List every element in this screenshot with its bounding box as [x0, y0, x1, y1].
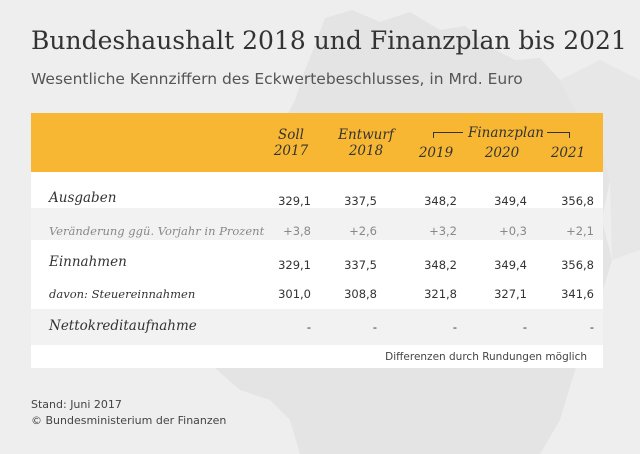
header-year-2019: 2019 [418, 145, 454, 161]
header-soll-year: 2017 [273, 143, 309, 159]
row-label-nettokreditaufnahme: Nettokreditaufnahme [49, 318, 197, 334]
table-cell: +3,8 [283, 224, 311, 238]
finanzplan-bracket-line [433, 132, 463, 133]
header-soll-label: Soll [277, 127, 304, 143]
table-cell: 356,8 [561, 258, 594, 272]
footer-stand: Stand: Juni 2017 [31, 398, 122, 411]
table-cell: 341,6 [561, 287, 594, 301]
footer-copyright: © Bundesministerium der Finanzen [31, 414, 227, 427]
table-cell: 349,4 [494, 194, 527, 208]
finanzplan-bracket-left [433, 132, 434, 138]
row-band [31, 309, 603, 345]
header-year-2020: 2020 [484, 145, 520, 161]
header-entwurf-year: 2018 [348, 143, 384, 159]
header-soll: Soll 2017 [266, 127, 316, 159]
table-cell: +2,1 [566, 224, 594, 238]
table-body: Ausgaben 329,1 337,5 348,2 349,4 356,8 V… [31, 172, 603, 368]
table-cell: 348,2 [424, 258, 457, 272]
table-cell: +3,2 [429, 224, 457, 238]
page-title: Bundeshaushalt 2018 und Finanzplan bis 2… [31, 26, 627, 55]
table-header: Soll 2017 Entwurf 2018 Finanzplan 2019 2… [31, 113, 603, 172]
table-cell: 348,2 [424, 194, 457, 208]
row-label-einnahmen: Einnahmen [49, 254, 127, 270]
table-cell: 349,4 [494, 258, 527, 272]
finanzplan-bracket-line-right [547, 132, 569, 133]
rounding-note: Differenzen durch Rundungen möglich [385, 351, 587, 363]
table-cell: 301,0 [278, 287, 311, 301]
table-cell: - [522, 320, 527, 334]
table-cell: - [306, 320, 311, 334]
finanzplan-bracket-right [569, 132, 570, 138]
row-label-steuereinnahmen: davon: Steuereinnahmen [49, 287, 196, 301]
table-cell: 337,5 [344, 258, 377, 272]
table-cell: 337,5 [344, 194, 377, 208]
header-entwurf-label: Entwurf [338, 127, 394, 143]
row-label-veraenderung: Veränderung ggü. Vorjahr in Prozent [49, 224, 265, 238]
table-cell: +0,3 [499, 224, 527, 238]
page-subtitle: Wesentliche Kennziffern des Eckwertebesc… [31, 70, 523, 88]
row-band [31, 208, 603, 240]
table-cell: - [452, 320, 457, 334]
header-year-2021: 2021 [550, 145, 586, 161]
row-label-ausgaben: Ausgaben [49, 190, 117, 206]
table-cell: - [589, 320, 594, 334]
table-cell: 329,1 [278, 258, 311, 272]
table-cell: 327,1 [494, 287, 527, 301]
table-cell: 308,8 [344, 287, 377, 301]
table-cell: +2,6 [349, 224, 377, 238]
table-cell: 356,8 [561, 194, 594, 208]
header-finanzplan: Finanzplan [468, 125, 544, 141]
budget-table: Soll 2017 Entwurf 2018 Finanzplan 2019 2… [31, 113, 603, 368]
table-cell: 321,8 [424, 287, 457, 301]
table-cell: - [372, 320, 377, 334]
header-entwurf: Entwurf 2018 [331, 127, 401, 159]
table-cell: 329,1 [278, 194, 311, 208]
